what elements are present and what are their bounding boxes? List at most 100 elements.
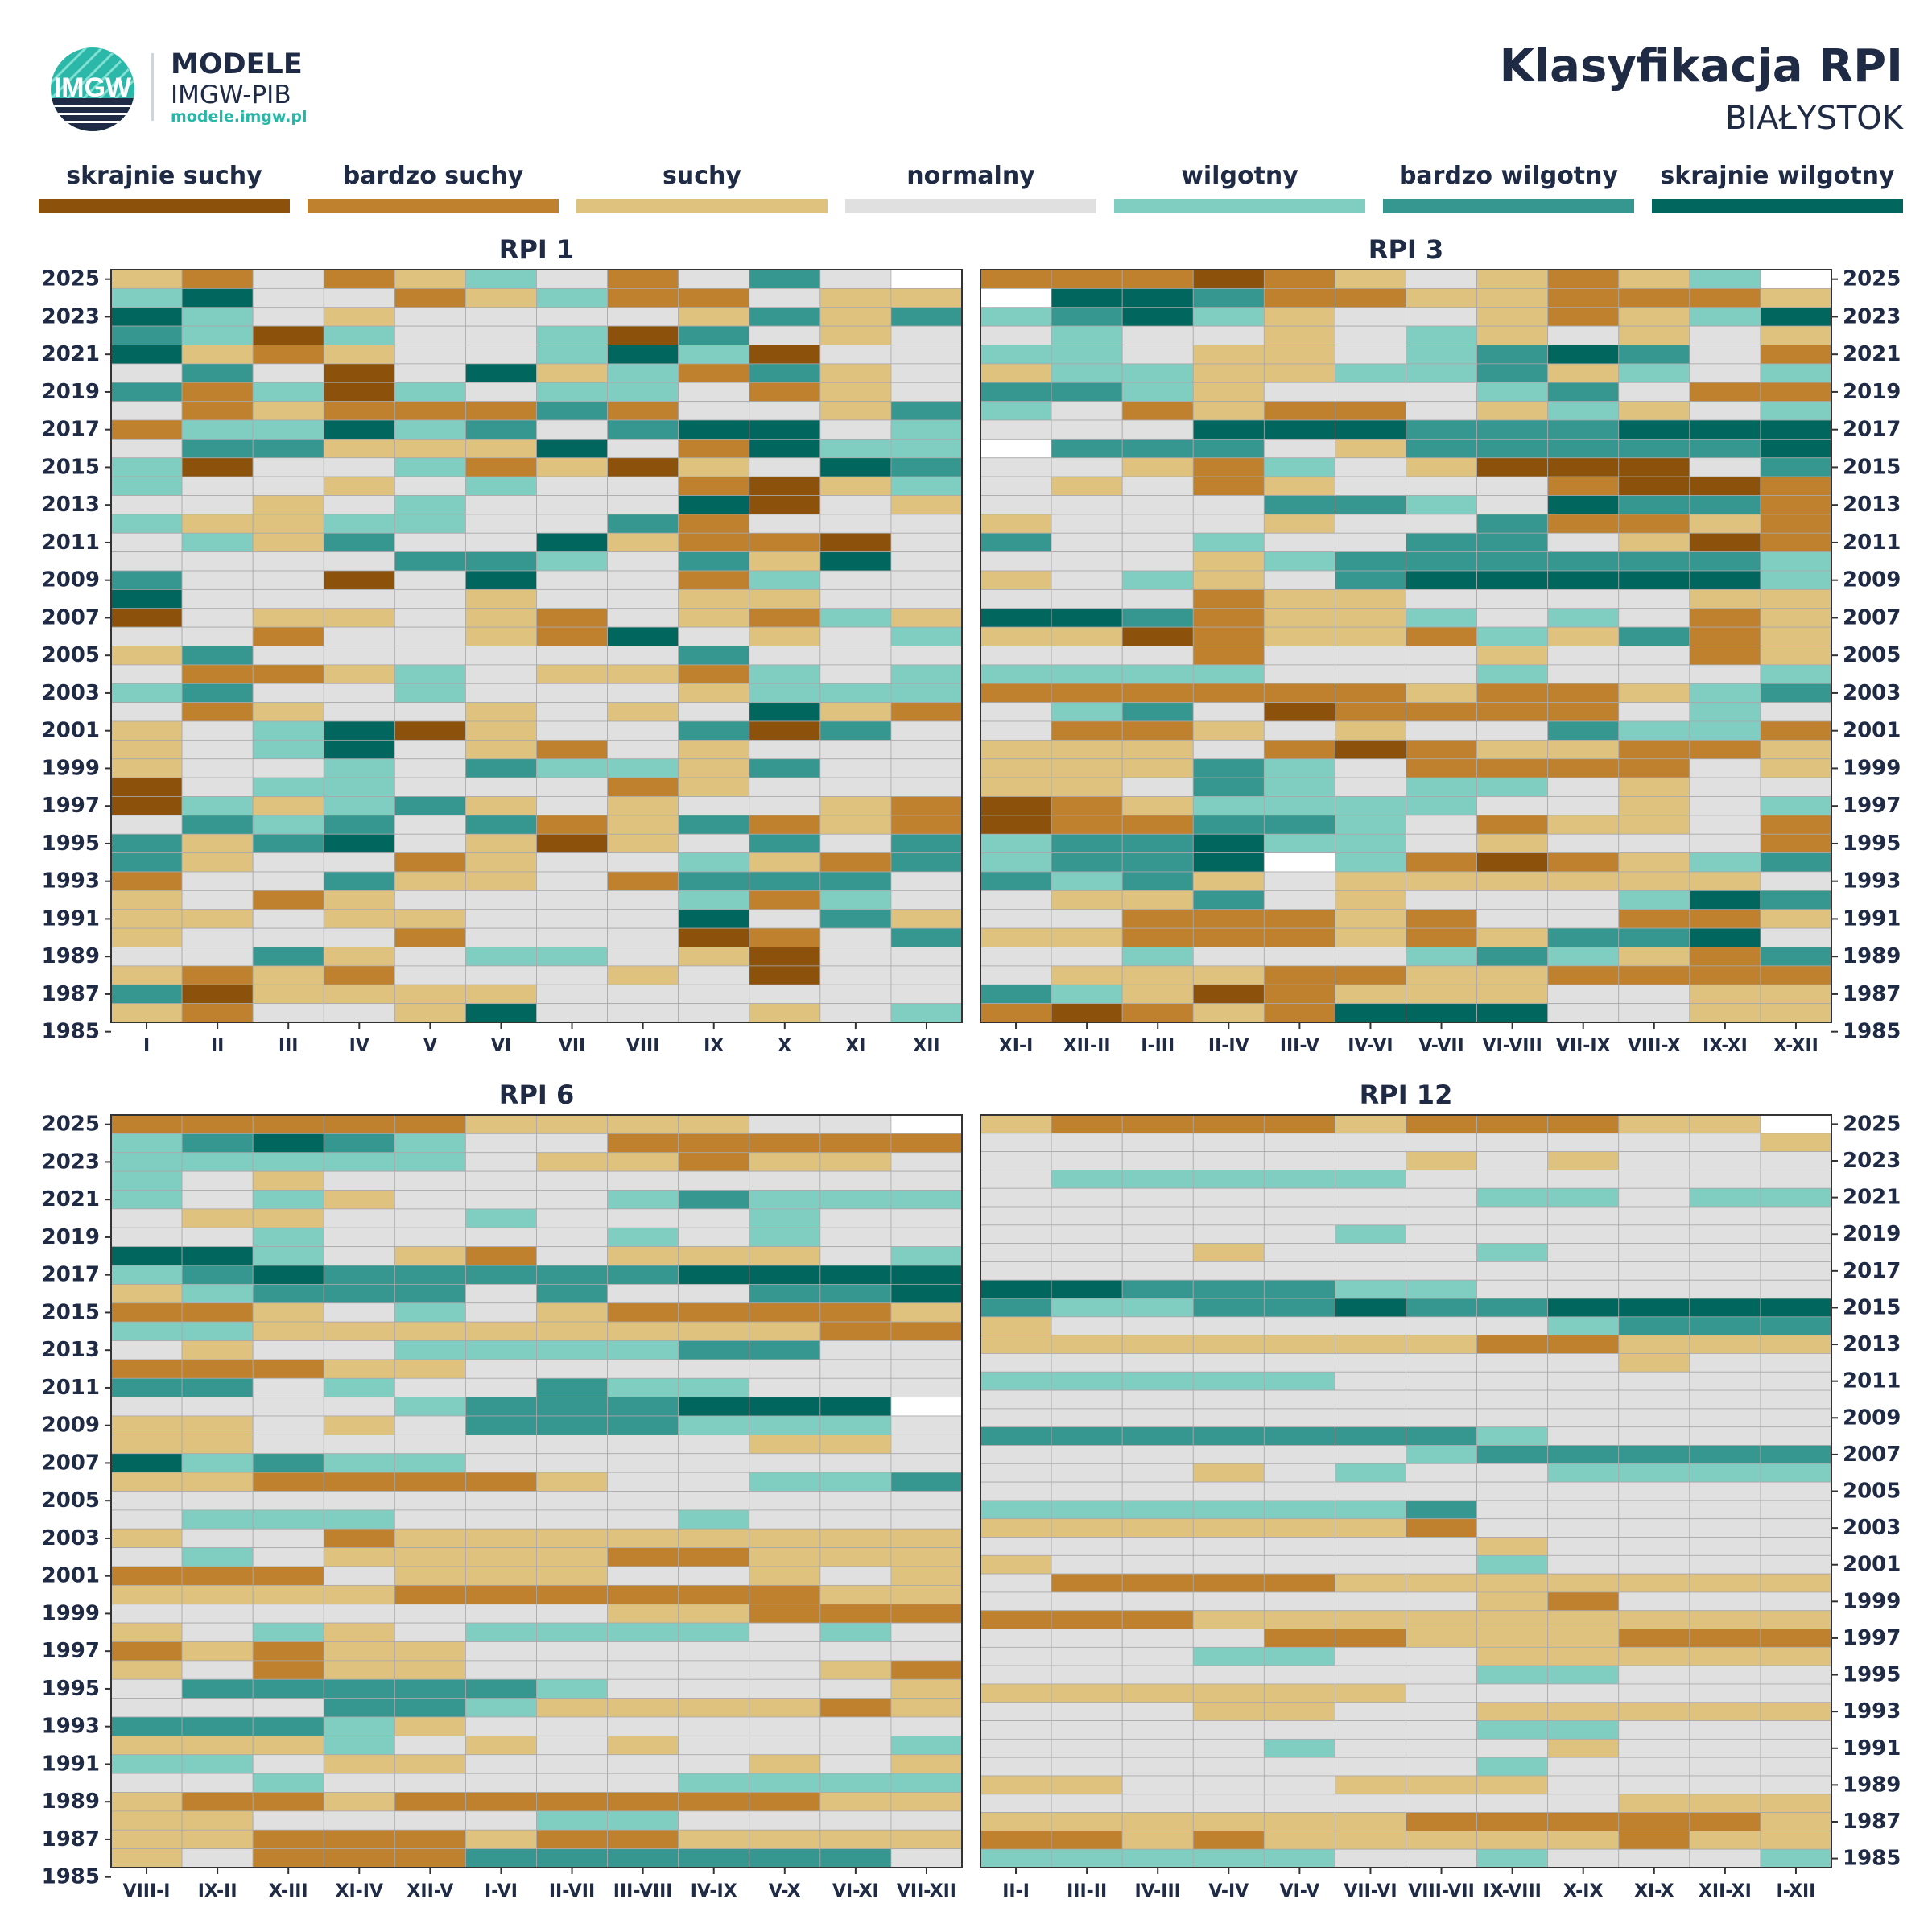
x-tick-label: VIII-I — [123, 1881, 171, 1901]
heatmap-cell — [980, 1335, 1052, 1354]
heatmap-cell — [890, 1810, 963, 1831]
heatmap-cell — [1406, 570, 1477, 590]
heatmap-cell — [536, 702, 608, 722]
heatmap-cell — [465, 1359, 537, 1379]
heatmap-cell — [1476, 532, 1549, 553]
heatmap-cell — [1618, 363, 1690, 383]
heatmap-cell — [1263, 1151, 1335, 1170]
heatmap-cell — [1263, 1702, 1335, 1721]
heatmap-cell — [1618, 1408, 1690, 1428]
heatmap-cell — [678, 1208, 750, 1228]
y-tick-label: 2009 — [1843, 1406, 1901, 1430]
heatmap-cell — [1263, 495, 1335, 515]
heatmap-cell — [394, 1152, 466, 1172]
heatmap-cell — [1476, 815, 1549, 835]
brand-url[interactable]: modele.imgw.pl — [171, 108, 308, 126]
heatmap-cell — [394, 1792, 466, 1812]
heatmap-cell — [678, 1698, 750, 1718]
heatmap-cell — [1335, 1554, 1406, 1575]
heatmap-cell — [1263, 1646, 1335, 1666]
heatmap-cell — [1192, 1151, 1265, 1170]
heatmap-cell — [536, 626, 608, 646]
heatmap-cell — [749, 1472, 821, 1492]
heatmap-cell — [1547, 401, 1620, 421]
heatmap-cell — [1263, 1133, 1335, 1153]
heatmap-cell — [678, 1321, 750, 1341]
heatmap-cell — [323, 796, 395, 816]
heatmap-cell — [1263, 1738, 1335, 1758]
heatmap-cell — [678, 401, 750, 421]
heatmap-cell — [1051, 570, 1123, 590]
heatmap-cell — [181, 1472, 254, 1492]
heatmap-cell — [1335, 1463, 1406, 1483]
heatmap-cell — [323, 871, 395, 891]
heatmap-cell — [890, 1829, 963, 1850]
heatmap-cell — [1121, 1371, 1194, 1391]
heatmap-cell — [323, 909, 395, 929]
heatmap-cell — [1121, 1133, 1194, 1153]
heatmap-cell — [1263, 909, 1335, 929]
heatmap-cell — [536, 965, 608, 985]
heatmap-cell — [1406, 307, 1477, 327]
heatmap-cell — [1760, 739, 1832, 760]
heatmap-cell — [1547, 833, 1620, 854]
heatmap-cell — [1689, 588, 1761, 609]
heatmap-cell — [819, 1415, 892, 1435]
heatmap-cell — [1051, 1812, 1123, 1831]
heatmap-cell — [1406, 1646, 1477, 1666]
heatmap-cell — [323, 646, 395, 666]
heatmap-cell — [1406, 401, 1477, 421]
heatmap-cell — [980, 1261, 1052, 1281]
heatmap-cell — [1335, 588, 1406, 609]
heatmap-cell — [110, 1114, 183, 1134]
heatmap-cell — [536, 457, 608, 477]
heatmap-cell — [980, 1408, 1052, 1428]
heatmap-cell — [1263, 1610, 1335, 1629]
heatmap-cell — [1335, 570, 1406, 590]
heatmap-cell — [749, 1735, 821, 1756]
heatmap-cell — [980, 758, 1052, 778]
x-tick-label: VIII-X — [1628, 1036, 1681, 1056]
heatmap-cell — [536, 363, 608, 383]
heatmap-cell — [1547, 1812, 1620, 1831]
heatmap-cell — [678, 852, 750, 873]
heatmap-cell — [819, 1547, 892, 1567]
heatmap-cell — [1121, 683, 1194, 704]
heatmap-cell — [607, 984, 679, 1005]
heatmap-cell — [252, 345, 324, 365]
heatmap-cell — [1121, 1426, 1194, 1446]
heatmap-cell — [1406, 1812, 1477, 1831]
heatmap-cell — [890, 1622, 963, 1642]
heatmap-cell — [536, 646, 608, 666]
heatmap-cell — [1618, 1629, 1690, 1648]
heatmap-cell — [465, 1604, 537, 1624]
heatmap-cell — [1406, 927, 1477, 947]
heatmap-cell — [1335, 438, 1406, 459]
panel-title: RPI 3 — [1368, 234, 1443, 265]
heatmap-cell — [749, 1810, 821, 1831]
heatmap-cell — [678, 1340, 750, 1360]
heatmap-cell — [536, 739, 608, 760]
heatmap-cell — [1760, 345, 1832, 365]
heatmap-cell — [465, 947, 537, 967]
heatmap-cell — [536, 1754, 608, 1774]
heatmap-cell — [1760, 287, 1832, 308]
heatmap-cell — [536, 1547, 608, 1567]
heatmap-cell — [181, 1340, 254, 1360]
heatmap-cell — [1618, 1610, 1690, 1629]
heatmap-cell — [394, 758, 466, 778]
heatmap-cell — [1192, 1170, 1265, 1189]
heatmap-cell — [394, 909, 466, 929]
heatmap-cell — [1121, 1243, 1194, 1262]
heatmap-cell — [1192, 871, 1265, 891]
heatmap-cell — [465, 1491, 537, 1511]
heatmap-cell — [749, 1491, 821, 1511]
heatmap-cell — [890, 796, 963, 816]
heatmap-cell — [890, 532, 963, 553]
heatmap-cell — [1263, 382, 1335, 402]
heatmap-cell — [1618, 758, 1690, 778]
heatmap-cell — [181, 1566, 254, 1586]
heatmap-cell — [110, 307, 183, 327]
heatmap-cell — [252, 325, 324, 345]
heatmap-cell — [323, 664, 395, 684]
